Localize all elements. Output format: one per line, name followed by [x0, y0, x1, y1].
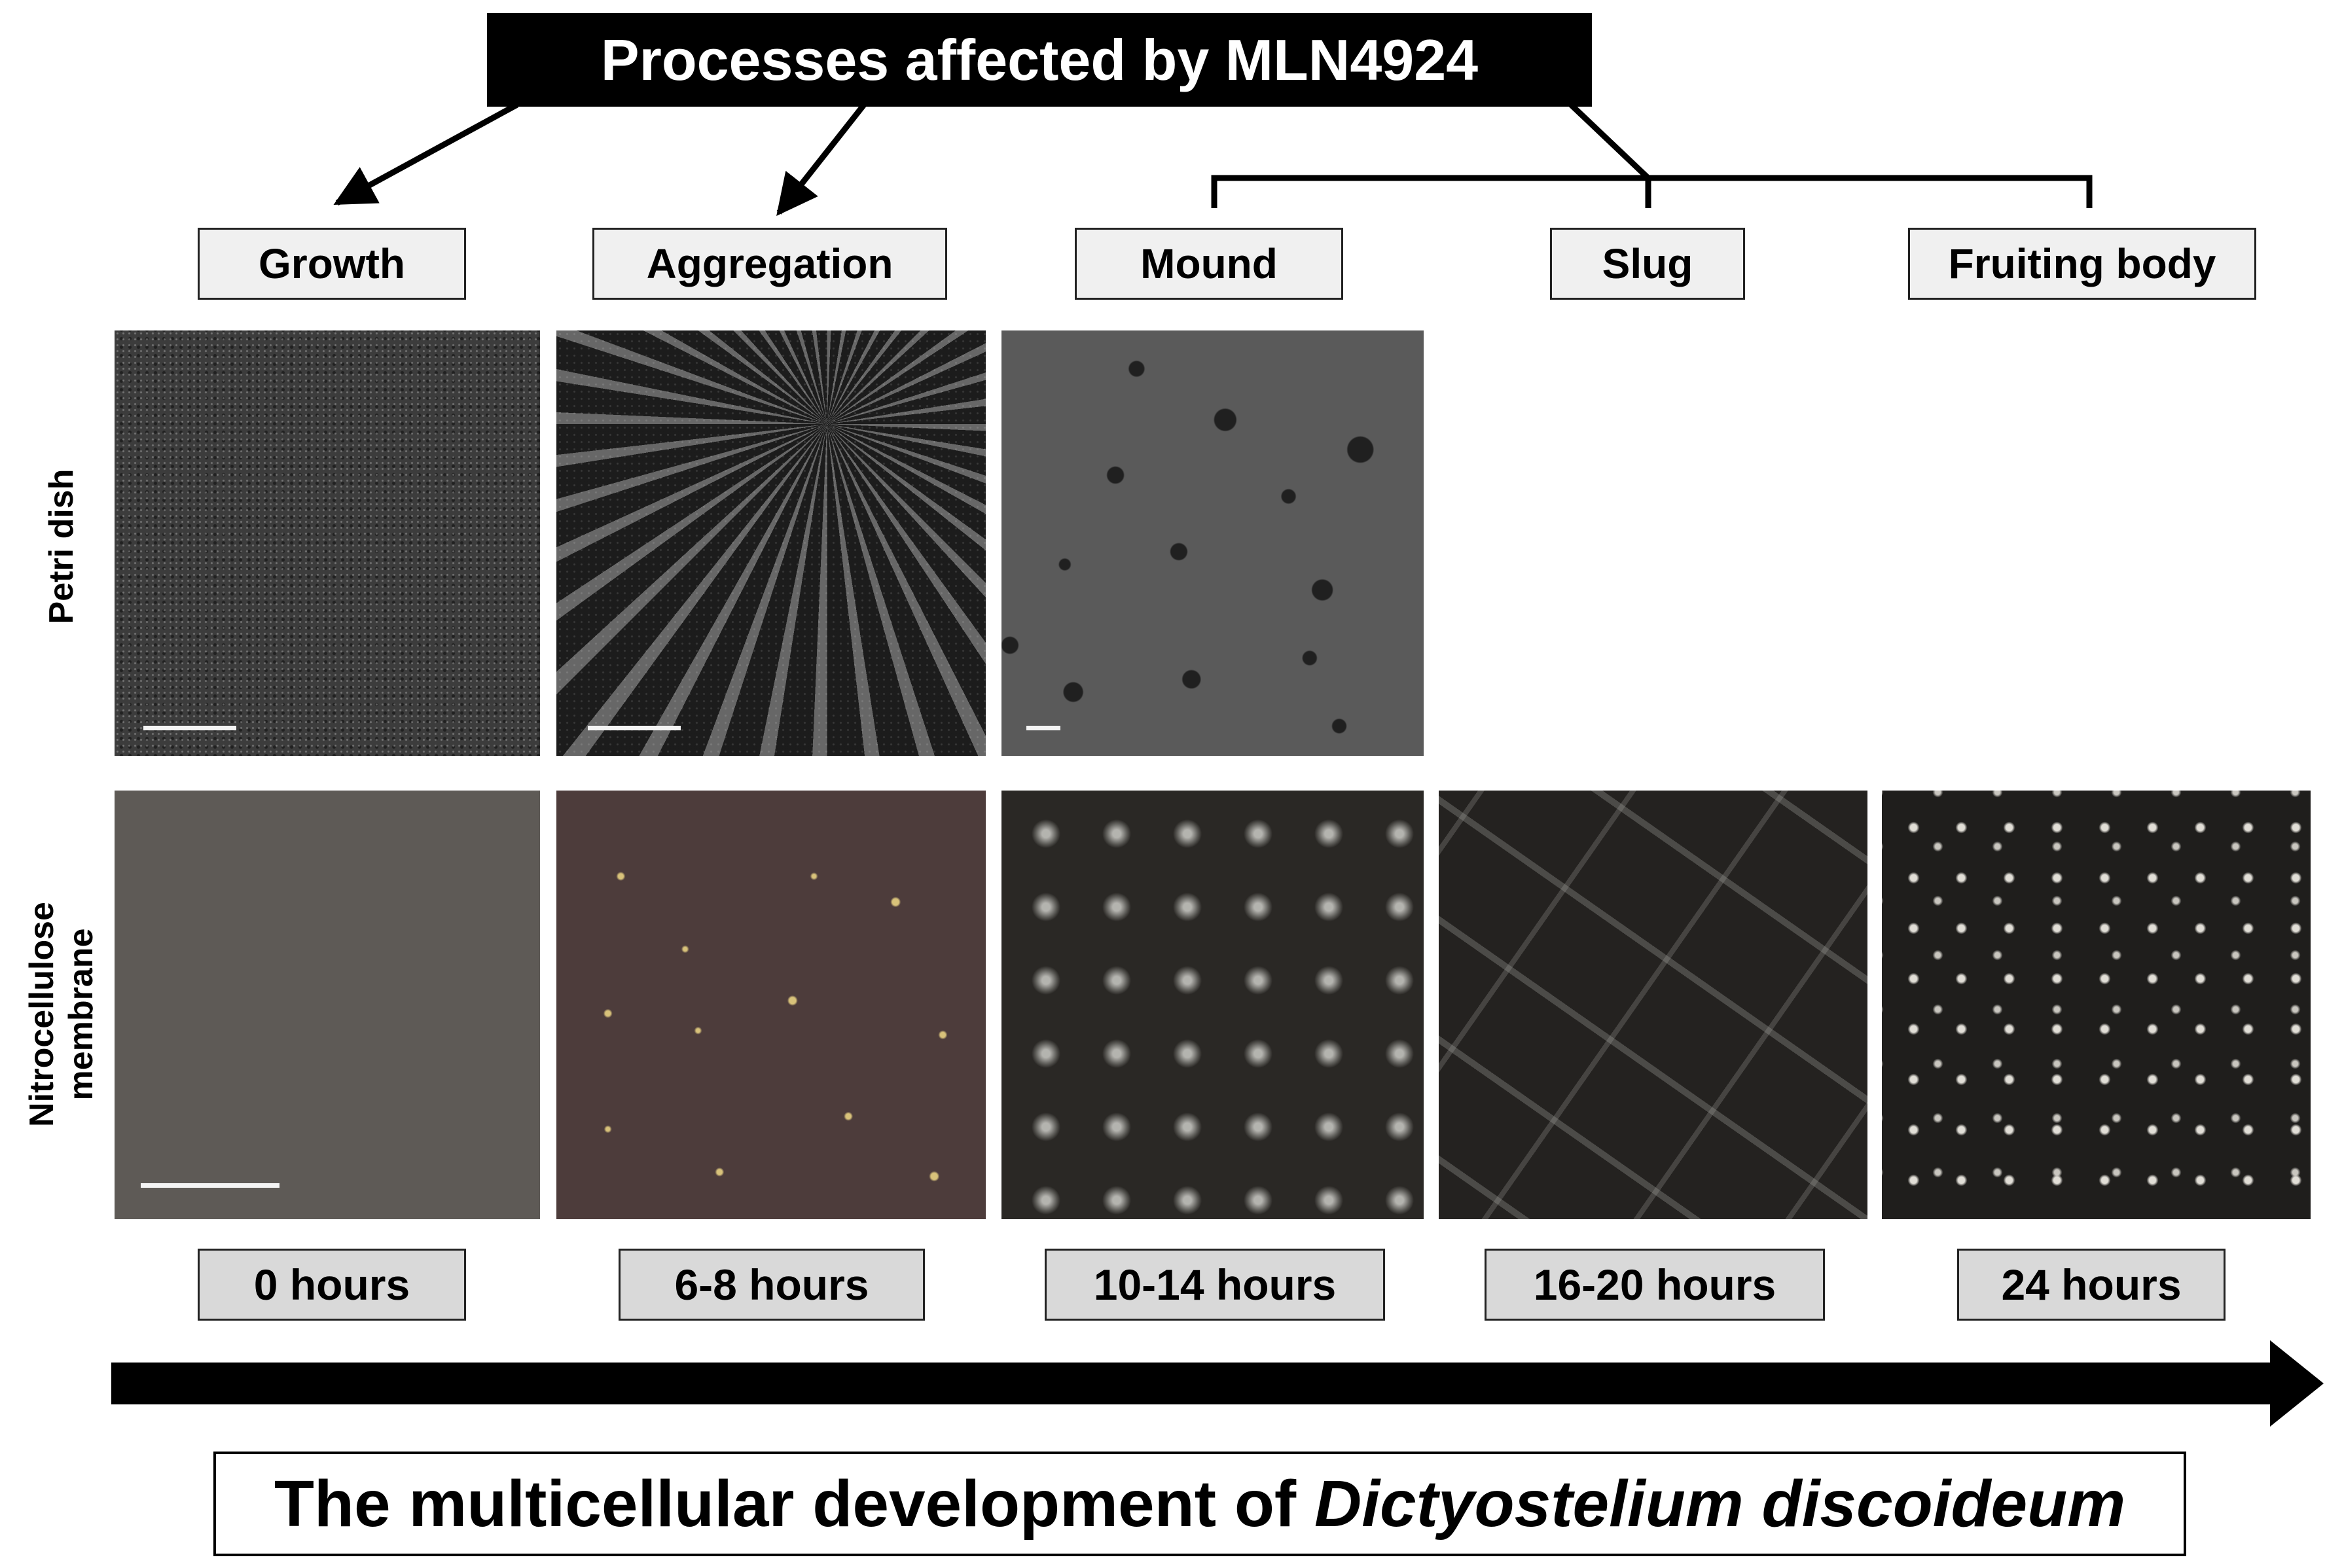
membrane-fruiting-body-image — [1882, 791, 2311, 1219]
timeline-arrow — [111, 1340, 2324, 1427]
scale-bar — [141, 1183, 279, 1188]
row-label-petri-dish: Petri dish — [43, 469, 81, 624]
time-label-6-8-hours: 6-8 hours — [619, 1249, 925, 1321]
arrow-to-aggregation — [776, 103, 867, 216]
stage-label-aggregation: Aggregation — [592, 228, 947, 300]
bracket-to-later-stages — [1211, 102, 2093, 208]
time-label-10-14-hours: 10-14 hours — [1045, 1249, 1385, 1321]
arrow-to-growth — [333, 102, 519, 205]
time-label-24-hours: 24 hours — [1957, 1249, 2226, 1321]
membrane-mound-image — [1001, 791, 1424, 1219]
footer-caption: The multicellular development of Dictyos… — [213, 1452, 2186, 1556]
header-title: Processes affected by MLN4924 — [487, 13, 1592, 107]
footer-caption-prefix: The multicellular development of — [274, 1467, 1314, 1541]
membrane-slug-image — [1439, 791, 1867, 1219]
scale-bar — [588, 726, 681, 730]
time-label-16-20-hours: 16-20 hours — [1485, 1249, 1825, 1321]
stage-label-growth: Growth — [198, 228, 466, 300]
membrane-aggregation-image — [556, 791, 986, 1219]
connector-lines — [333, 102, 2093, 216]
membrane-growth-image — [115, 791, 540, 1219]
stage-label-mound: Mound — [1075, 228, 1343, 300]
stage-label-slug: Slug — [1550, 228, 1745, 300]
petri-aggregation-image — [556, 330, 986, 756]
scale-bar — [143, 726, 236, 730]
stage-label-fruiting-body: Fruiting body — [1908, 228, 2256, 300]
petri-growth-image — [115, 330, 540, 756]
footer-species-name: Dictyostelium discoideum — [1314, 1467, 2126, 1541]
petri-mound-image — [1001, 330, 1424, 756]
row-label-nitrocellulose-membrane: Nitrocellulose membrane — [23, 902, 100, 1127]
time-label-0-hours: 0 hours — [198, 1249, 466, 1321]
scale-bar — [1026, 726, 1060, 730]
